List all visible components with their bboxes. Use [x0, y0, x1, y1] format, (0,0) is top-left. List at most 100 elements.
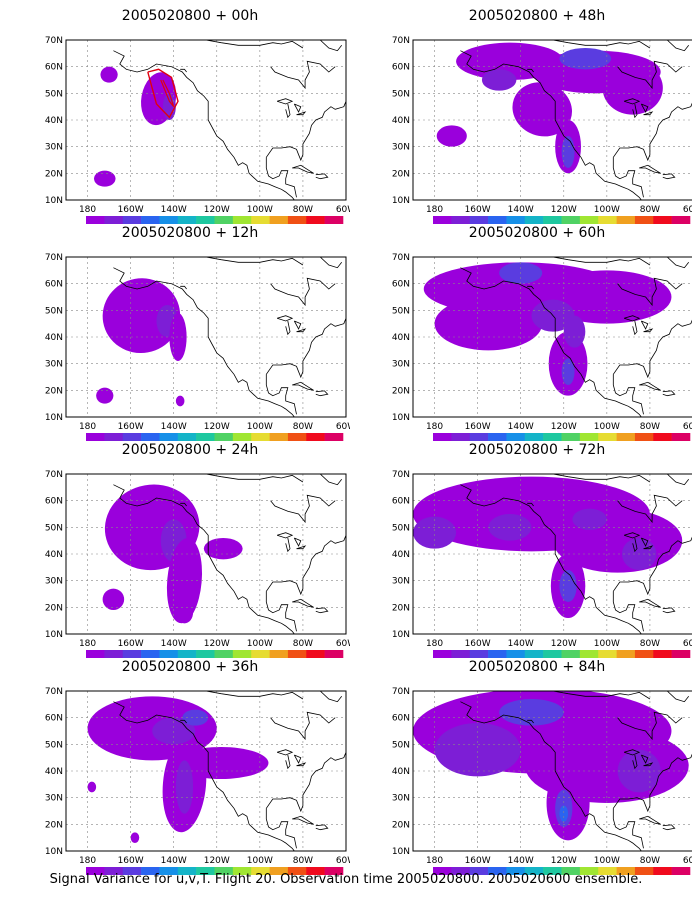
colorbar-segment: [251, 867, 270, 875]
variance-contour: [87, 781, 97, 793]
lat-label: 70N: [392, 470, 410, 480]
colorbar-segment: [506, 433, 526, 441]
coastline: [640, 754, 649, 764]
lon-label: 80W: [640, 856, 660, 866]
colorbar-segment: [488, 867, 507, 875]
variance-contour: [175, 602, 194, 624]
lon-label: 80W: [293, 205, 313, 215]
variance-contour: [563, 315, 586, 348]
coastline: [632, 754, 638, 770]
coastline: [632, 103, 638, 119]
variance-map: 70N 60N 50N 40N 30N 20N 10N 180 160W 140W 120W 100W…: [392, 687, 692, 875]
lon-label: 100W: [247, 639, 273, 649]
colorbar-segment: [634, 867, 654, 875]
colorbar-segment: [488, 433, 507, 441]
variance-map: 70N 60N 50N 40N 30N 20N 10N 180 160W 140W 120W 100W…: [45, 470, 350, 658]
colorbar-segment: [488, 650, 507, 658]
lon-label: 120W: [204, 639, 230, 649]
coastline: [666, 474, 690, 486]
coastline: [662, 390, 676, 397]
lon-label: 100W: [594, 856, 620, 866]
coastline: [319, 474, 343, 486]
variance-map: 70N 60N 50N 40N 30N 20N 10N 180 160W 140W 120W 100W…: [392, 470, 692, 658]
variance-contour: [602, 61, 663, 115]
colorbar-segment: [104, 216, 124, 224]
coastline: [180, 68, 187, 73]
lon-label: 80W: [293, 856, 313, 866]
lat-label: 70N: [392, 36, 410, 46]
colorbar-segment: [524, 216, 544, 224]
coastline: [293, 103, 302, 113]
colorbar-segment: [634, 216, 654, 224]
coastline: [276, 749, 294, 756]
variance-contour: [94, 170, 116, 187]
lon-label: 180: [426, 422, 443, 432]
map-frame: [65, 256, 347, 418]
coastline: [612, 536, 692, 596]
coastline: [640, 537, 649, 547]
colorbar-segment: [653, 433, 672, 441]
colorbar-segment: [469, 433, 489, 441]
lat-label: 30N: [392, 794, 410, 804]
colorbar-segment: [269, 867, 289, 875]
coastline: [612, 319, 692, 379]
panel-title: 2005020800 + 36h: [121, 659, 259, 675]
lon-label: 180: [79, 639, 96, 649]
coastline: [552, 474, 651, 483]
variance-contour: [175, 395, 185, 407]
colorbar-segment: [324, 650, 344, 658]
colorbar-segment: [104, 650, 124, 658]
lat-label: 50N: [45, 740, 63, 750]
lat-label: 50N: [392, 740, 410, 750]
lat-label: 40N: [392, 550, 410, 560]
lon-label: 80W: [293, 422, 313, 432]
coastline: [315, 607, 329, 614]
colorbar-segment: [232, 867, 252, 875]
lat-label: 60N: [45, 714, 63, 724]
lon-label: 80W: [640, 205, 660, 215]
variance-contour: [434, 723, 521, 777]
variance-contour: [559, 48, 612, 70]
colorbar-segment: [671, 650, 691, 658]
lon-label: 160W: [118, 205, 144, 215]
lat-label: 10N: [45, 847, 63, 857]
colorbar-segment: [214, 650, 234, 658]
colorbar-segment: [159, 650, 179, 658]
panel-title: 2005020800 + 84h: [468, 659, 606, 675]
lat-label: 20N: [45, 386, 63, 396]
coastline: [265, 101, 346, 162]
lat-label: 10N: [45, 630, 63, 640]
colorbar-segment: [469, 216, 489, 224]
lon-label: 100W: [594, 422, 620, 432]
coastline: [460, 484, 642, 634]
lat-label: 40N: [45, 333, 63, 343]
colorbar-segment: [543, 216, 562, 224]
colorbar-segment: [579, 867, 599, 875]
colorbar-segment: [324, 216, 344, 224]
coastline: [639, 381, 661, 391]
lon-label: 60W: [683, 856, 692, 866]
colorbar-segment: [469, 650, 489, 658]
colorbar-segment: [451, 650, 471, 658]
coastline: [205, 691, 304, 700]
lat-label: 10N: [392, 196, 410, 206]
coastline: [612, 374, 644, 415]
lat-label: 30N: [45, 577, 63, 587]
coastline: [460, 267, 642, 417]
lat-label: 40N: [45, 116, 63, 126]
variance-contour: [499, 699, 564, 726]
coastline: [666, 691, 690, 703]
colorbar-segment: [214, 433, 234, 441]
colorbar-segment: [196, 216, 215, 224]
colorbar-segment: [469, 867, 489, 875]
lon-label: 100W: [594, 205, 620, 215]
panel-title: 2005020800 + 00h: [121, 8, 259, 24]
lon-label: 140W: [161, 422, 187, 432]
coastline: [623, 315, 641, 322]
colorbar-segment: [653, 867, 672, 875]
lat-label: 60N: [45, 280, 63, 290]
colorbar-segment: [671, 867, 691, 875]
coastline: [527, 502, 534, 507]
variance-contour: [175, 760, 194, 814]
map-frame: [412, 39, 692, 201]
